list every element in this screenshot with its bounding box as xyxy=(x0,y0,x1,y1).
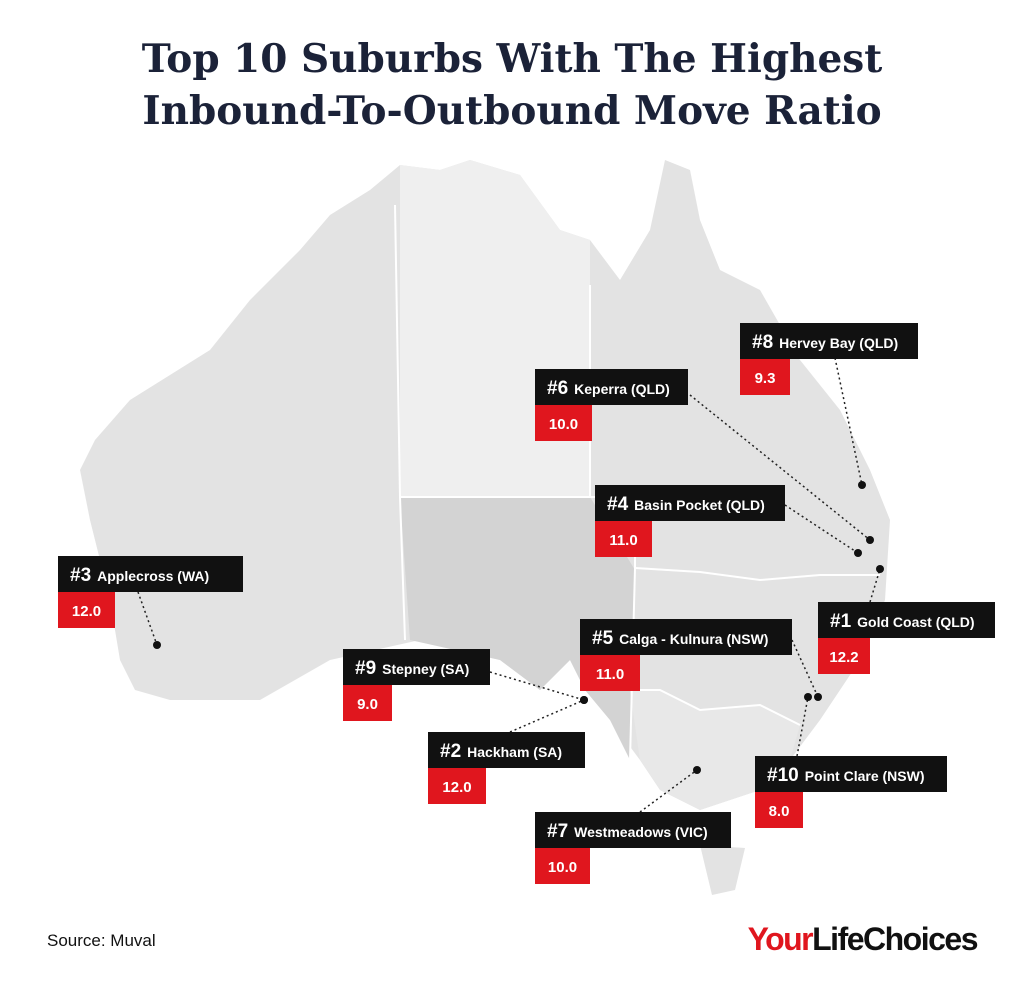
leader-line xyxy=(791,639,819,698)
ratio-value: 8.0 xyxy=(769,803,790,820)
rank: #3 xyxy=(70,565,91,586)
label-title: #8 Hervey Bay (QLD) xyxy=(752,332,898,353)
pin xyxy=(866,536,874,544)
value-box xyxy=(343,685,392,721)
brand-accent: Your xyxy=(748,921,814,957)
rank: #5 xyxy=(592,628,614,649)
ratio-value: 10.0 xyxy=(548,859,577,876)
suburb-name: Applecross (WA) xyxy=(97,568,209,584)
rank: #4 xyxy=(607,494,629,515)
suburb-name: Basin Pocket (QLD) xyxy=(634,497,765,513)
value-box xyxy=(580,655,640,691)
leader-line xyxy=(639,769,698,813)
ratio-value: 11.0 xyxy=(596,666,624,683)
value-box xyxy=(535,405,592,441)
brand-rest: LifeChoices xyxy=(812,921,978,957)
leader-line xyxy=(689,394,871,541)
sa xyxy=(400,497,635,760)
leader-line xyxy=(869,568,881,603)
name-box xyxy=(595,485,785,521)
name-box xyxy=(535,369,688,405)
rank: #10 xyxy=(767,765,799,786)
value-box xyxy=(740,359,790,395)
label-title: #6 Keperra (QLD) xyxy=(547,378,670,399)
name-box xyxy=(580,619,792,655)
label-title: #10 Point Clare (NSW) xyxy=(767,765,924,786)
value-box xyxy=(818,638,870,674)
pin xyxy=(876,565,884,573)
ratio-value: 10.0 xyxy=(549,416,578,433)
suburb-name: Stepney (SA) xyxy=(382,661,469,677)
leader-line xyxy=(509,699,585,733)
name-box xyxy=(535,812,731,848)
name-box xyxy=(740,323,918,359)
rank: #8 xyxy=(752,332,773,353)
pin xyxy=(693,766,701,774)
title-line: Inbound-To-Outbound Move Ratio xyxy=(142,88,881,134)
rank: #9 xyxy=(355,658,376,679)
suburb-name: Gold Coast (QLD) xyxy=(857,614,974,630)
value-box xyxy=(755,792,803,828)
title-line: Top 10 Suburbs With The Highest xyxy=(142,36,882,82)
pin xyxy=(804,693,812,701)
leader-line xyxy=(137,591,158,646)
value-box xyxy=(58,592,115,628)
name-box xyxy=(755,756,947,792)
source: Source: Muval xyxy=(47,931,156,950)
name-box xyxy=(58,556,243,592)
suburb-name: Hervey Bay (QLD) xyxy=(779,335,898,351)
ratio-value: 11.0 xyxy=(609,532,637,549)
leader-line xyxy=(489,671,585,701)
pin xyxy=(580,696,588,704)
suburb-name: Westmeadows (VIC) xyxy=(574,824,708,840)
label-title: #2 Hackham (SA) xyxy=(440,741,562,762)
brand: YourLifeChoices xyxy=(748,921,978,957)
name-box xyxy=(818,602,995,638)
ratio-value: 12.2 xyxy=(829,649,858,666)
rank: #7 xyxy=(547,821,568,842)
name-box xyxy=(428,732,585,768)
suburb-name: Calga - Kulnura (NSW) xyxy=(619,631,768,647)
rank: #6 xyxy=(547,378,568,399)
label-title: #4 Basin Pocket (QLD) xyxy=(607,494,765,515)
pin xyxy=(153,641,161,649)
label-title: #1 Gold Coast (QLD) xyxy=(830,611,975,632)
name-box xyxy=(343,649,490,685)
pin xyxy=(854,549,862,557)
label-title: #3 Applecross (WA) xyxy=(70,565,209,586)
ratio-value: 12.0 xyxy=(72,603,101,620)
suburb-name: Keperra (QLD) xyxy=(574,381,670,397)
value-box xyxy=(595,521,652,557)
rank: #1 xyxy=(830,611,852,632)
label-title: #7 Westmeadows (VIC) xyxy=(547,821,708,842)
rank: #2 xyxy=(440,741,461,762)
pin xyxy=(858,481,866,489)
value-box xyxy=(535,848,590,884)
nt xyxy=(400,160,590,497)
ratio-value: 12.0 xyxy=(442,779,471,796)
ratio-value: 9.3 xyxy=(755,370,776,387)
label-title: #5 Calga - Kulnura (NSW) xyxy=(592,628,768,649)
leader-line xyxy=(834,357,863,486)
tasmania xyxy=(700,845,745,895)
ratio-value: 9.0 xyxy=(357,696,378,713)
suburb-name: Hackham (SA) xyxy=(467,744,562,760)
suburb-name: Point Clare (NSW) xyxy=(805,768,925,784)
value-box xyxy=(428,768,486,804)
label-title: #9 Stepney (SA) xyxy=(355,658,469,679)
leader-line xyxy=(796,696,809,757)
pin xyxy=(814,693,822,701)
